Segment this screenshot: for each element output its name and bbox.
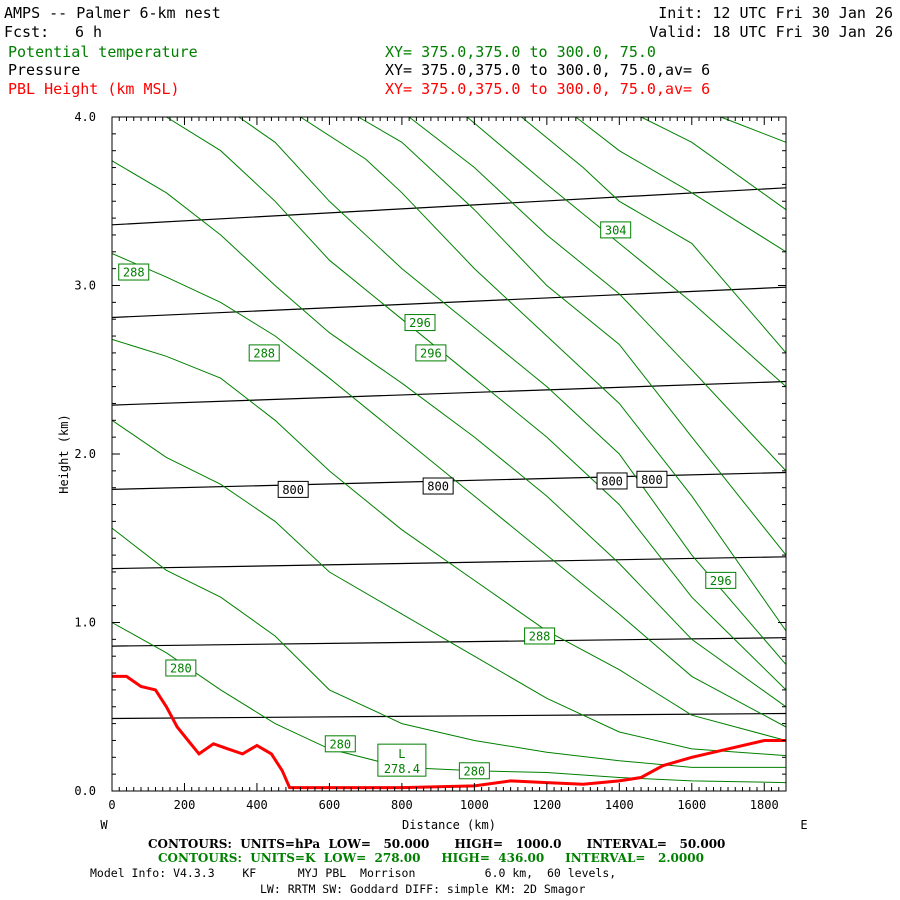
pressure-contour-4	[111, 380, 787, 406]
svg-text:288: 288	[529, 629, 551, 643]
svg-text:280: 280	[170, 661, 192, 675]
plot-frame	[111, 116, 787, 792]
x-tick-label-2: 400	[246, 798, 268, 812]
west-label: W	[100, 818, 108, 832]
field-xy-theta: XY= 375.0,375.0 to 300.0, 75.0	[385, 43, 656, 61]
pressure-label-0: 800	[277, 480, 309, 498]
x-tick-label-4: 800	[391, 798, 413, 812]
theta-contour-2	[111, 419, 787, 757]
svg-text:800: 800	[282, 483, 304, 497]
contour-labels: 800 800 800 800 288 288 296 296 304 296 288 280 280 2…	[118, 221, 737, 780]
axis-ticks: 0 200 400 600 800 1000 1200 1400 1600 1800 0.0 1.0 2…	[74, 110, 787, 812]
x-tick-label-6: 1200	[532, 798, 561, 812]
x-tick-label-3: 600	[319, 798, 341, 812]
theta-label-6: 288	[524, 627, 556, 645]
plot-area: 800 800 800 800 288 288 296 296 304 296 288 280 280 2…	[74, 110, 787, 812]
field-name-theta: Potential temperature	[8, 43, 198, 61]
theta-label-2: 296	[404, 314, 436, 332]
svg-text:288: 288	[123, 266, 145, 280]
svg-text:288: 288	[253, 346, 275, 360]
y-tick-label-3: 3.0	[74, 279, 96, 293]
theta-label-0: 288	[118, 263, 150, 281]
theta-contour-14	[640, 116, 787, 211]
fcst-value: 6 h	[75, 23, 102, 41]
pressure-contour-6	[111, 187, 787, 226]
low-marker-value: 278.4	[384, 762, 420, 776]
svg-text:296: 296	[420, 346, 442, 360]
svg-text:296: 296	[710, 574, 732, 588]
svg-text:800: 800	[427, 480, 449, 494]
theta-contour-5	[111, 160, 787, 708]
theta-label-1: 288	[248, 344, 280, 362]
pressure-label-2: 800	[596, 472, 628, 490]
x-tick-label-5: 1000	[460, 798, 489, 812]
valid-time: Valid: 18 UTC Fri 30 Jan 26	[649, 23, 893, 41]
east-label: E	[800, 818, 807, 832]
field-name-pbl: PBL Height (km MSL)	[8, 80, 180, 98]
x-tick-label-9: 1800	[750, 798, 779, 812]
fcst-label: Fcst:	[4, 23, 49, 41]
pressure-contour-5	[111, 286, 787, 319]
svg-text:304: 304	[605, 223, 627, 237]
field-name-pressure: Pressure	[8, 61, 80, 79]
y-tick-label-2: 2.0	[74, 447, 96, 461]
svg-text:280: 280	[329, 737, 351, 751]
theta-contour-9	[358, 116, 787, 556]
x-axis-label: Distance (km)	[402, 818, 496, 832]
theta-contour-11	[466, 116, 787, 387]
y-tick-label-4: 4.0	[74, 110, 96, 124]
pressure-label-3: 800	[636, 470, 668, 488]
theta-contour-4	[111, 253, 787, 728]
theta-label-7: 280	[165, 659, 197, 677]
theta-contour-1	[111, 527, 786, 768]
theta-label-3: 296	[415, 344, 447, 362]
theta-label-9: 280	[458, 762, 490, 780]
svg-text:800: 800	[601, 474, 623, 488]
footer-physics-info: LW: RRTM SW: Goddard DIFF: simple KM: 2D…	[260, 882, 585, 896]
y-tick-label-1: 1.0	[74, 616, 96, 630]
svg-text:280: 280	[464, 764, 486, 778]
y-axis-label: Height (km)	[57, 414, 71, 493]
field-xy-pbl: XY= 375.0,375.0 to 300.0, 75.0,av= 6	[385, 80, 710, 98]
field-xy-pressure: XY= 375.0,375.0 to 300.0, 75.0,av= 6	[385, 61, 710, 79]
footer-theta-contours: CONTOURS: UNITS=K LOW= 278.00 HIGH= 436.…	[158, 851, 704, 865]
theta-label-4: 304	[600, 221, 632, 239]
pbl-height-line	[112, 674, 786, 790]
theta-contour-10	[408, 116, 787, 472]
theta-contour-15	[720, 116, 787, 143]
init-time: Init: 12 UTC Fri 30 Jan 26	[658, 4, 893, 22]
theta-contour-13	[575, 116, 787, 253]
theta-contour-8	[300, 116, 787, 632]
theta-contour-6	[166, 116, 787, 691]
svg-text:800: 800	[641, 473, 663, 487]
figure-title: AMPS -- Palmer 6-km nest	[4, 4, 221, 22]
theta-contours	[111, 116, 787, 784]
pressure-contours	[111, 187, 787, 720]
x-tick-label-7: 1400	[605, 798, 634, 812]
pressure-label-1: 800	[422, 477, 454, 495]
x-tick-label-8: 1600	[677, 798, 706, 812]
theta-contour-7	[238, 116, 787, 665]
x-tick-label-0: 0	[108, 798, 115, 812]
svg-text:296: 296	[409, 316, 431, 330]
footer-pressure-contours: CONTOURS: UNITS=hPa LOW= 50.000 HIGH= 10…	[148, 837, 725, 851]
footer-model-info: Model Info: V4.3.3 KF MYJ PBL Morrison 6…	[90, 866, 616, 880]
theta-contour-12	[521, 116, 787, 354]
y-tick-label-0: 0.0	[74, 784, 96, 798]
theta-contour-3	[111, 338, 787, 741]
theta-label-8: 280	[324, 735, 356, 753]
pressure-contour-0	[111, 712, 787, 720]
theta-label-5: 296	[705, 571, 737, 589]
x-tick-label-1: 200	[174, 798, 196, 812]
low-marker-letter: L	[398, 747, 405, 761]
